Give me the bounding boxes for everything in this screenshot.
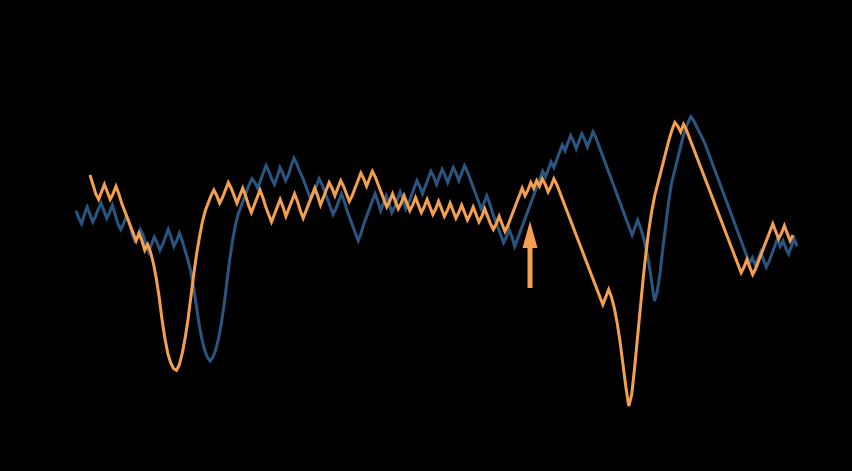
series-line-1 bbox=[74, 113, 799, 364]
series-line-2 bbox=[88, 119, 795, 407]
annotation-group bbox=[522, 221, 538, 288]
up-arrow-icon bbox=[522, 221, 538, 288]
series-group bbox=[74, 113, 799, 407]
